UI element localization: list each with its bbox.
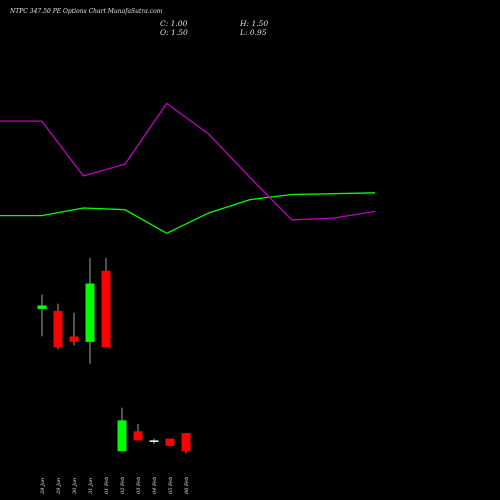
candle-04-feb: [149, 438, 159, 445]
candle-30-jan: [69, 312, 79, 346]
candle-body: [117, 420, 127, 452]
x-tick-label: 03 Feb: [136, 477, 142, 494]
x-tick-label: 06 Feb: [184, 477, 190, 494]
candle-01-feb: [101, 258, 111, 348]
candle-29-jan: [53, 303, 63, 350]
candle-body: [101, 270, 111, 348]
x-tick-label: 01 Feb: [104, 477, 110, 494]
chart-title: NTPC 347.50 PE Options Chart MunafaSutra…: [10, 8, 163, 15]
indicator-line-2: [0, 102, 376, 221]
candle-body: [181, 433, 191, 452]
indicator-line-1: [0, 192, 376, 235]
candle-06-feb: [181, 433, 191, 454]
x-tick-label: 29 Jan: [56, 478, 62, 495]
candle-02-feb: [117, 407, 127, 452]
candle-03-feb: [133, 423, 143, 441]
candle-body: [37, 305, 47, 310]
x-tick-label: 04 Feb: [152, 477, 158, 494]
candle-31-jan: [85, 258, 95, 364]
x-tick-label: 31 Jan: [88, 478, 94, 494]
candle-body: [69, 336, 79, 342]
open-value: O: 1.50: [160, 28, 188, 37]
x-tick-label: 02 Feb: [120, 477, 126, 494]
x-tick-label: 30 Jan: [72, 478, 78, 494]
x-tick-label: 28 Jan: [40, 478, 46, 495]
candle-body: [149, 440, 159, 442]
candle-body: [85, 283, 95, 342]
x-tick-label: 05 Feb: [168, 477, 174, 494]
candle-body: [165, 438, 175, 446]
candle-body: [133, 431, 143, 441]
candle-body: [53, 310, 63, 348]
high-value: H: 1.50: [240, 19, 269, 28]
low-value: L: 0.95: [240, 28, 267, 37]
close-value: C: 1.00: [160, 19, 188, 28]
candle-28-jan: [37, 294, 47, 337]
candle-05-feb: [165, 438, 175, 446]
